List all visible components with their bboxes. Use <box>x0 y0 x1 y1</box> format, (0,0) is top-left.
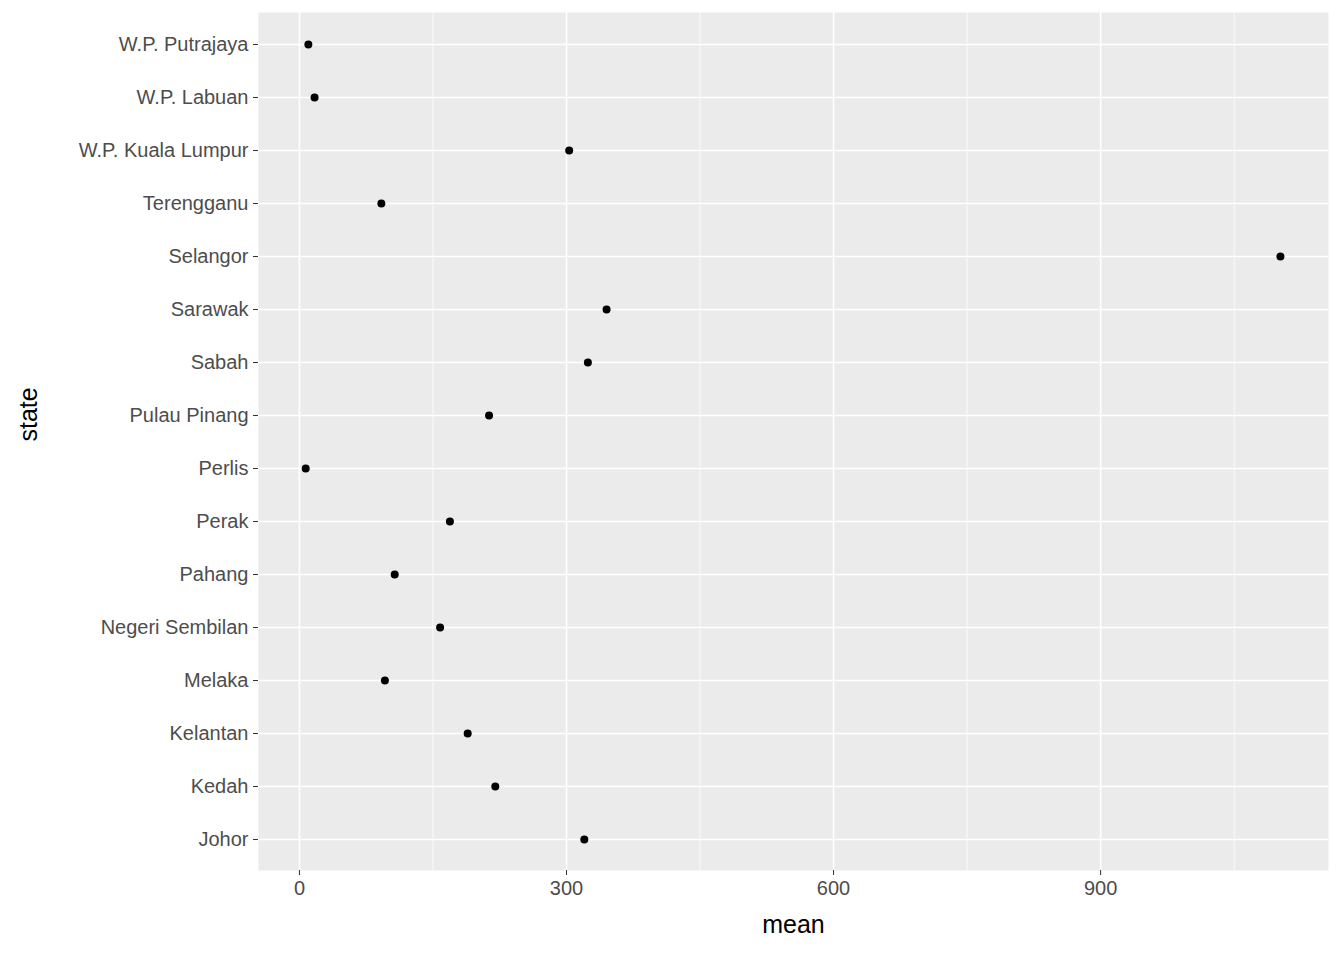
svg-text:600: 600 <box>817 877 850 899</box>
svg-text:mean: mean <box>762 910 825 938</box>
svg-text:W.P. Putrajaya: W.P. Putrajaya <box>119 33 250 55</box>
svg-text:Perak: Perak <box>196 510 249 532</box>
svg-text:state: state <box>14 387 42 441</box>
svg-text:Pulau Pinang: Pulau Pinang <box>130 404 249 426</box>
svg-text:Selangor: Selangor <box>168 245 248 267</box>
svg-text:Kedah: Kedah <box>191 775 249 797</box>
svg-text:W.P. Labuan: W.P. Labuan <box>137 86 249 108</box>
svg-text:Terengganu: Terengganu <box>143 192 249 214</box>
svg-text:Melaka: Melaka <box>184 669 249 691</box>
svg-text:W.P. Kuala Lumpur: W.P. Kuala Lumpur <box>79 139 249 161</box>
svg-text:Johor: Johor <box>198 828 248 850</box>
svg-text:0: 0 <box>294 877 305 899</box>
svg-text:900: 900 <box>1084 877 1117 899</box>
svg-text:300: 300 <box>550 877 583 899</box>
svg-text:Perlis: Perlis <box>198 457 248 479</box>
svg-text:Negeri Sembilan: Negeri Sembilan <box>101 616 249 638</box>
svg-text:Sarawak: Sarawak <box>171 298 250 320</box>
svg-text:Kelantan: Kelantan <box>170 722 249 744</box>
svg-text:Pahang: Pahang <box>180 563 249 585</box>
svg-text:Sabah: Sabah <box>191 351 249 373</box>
